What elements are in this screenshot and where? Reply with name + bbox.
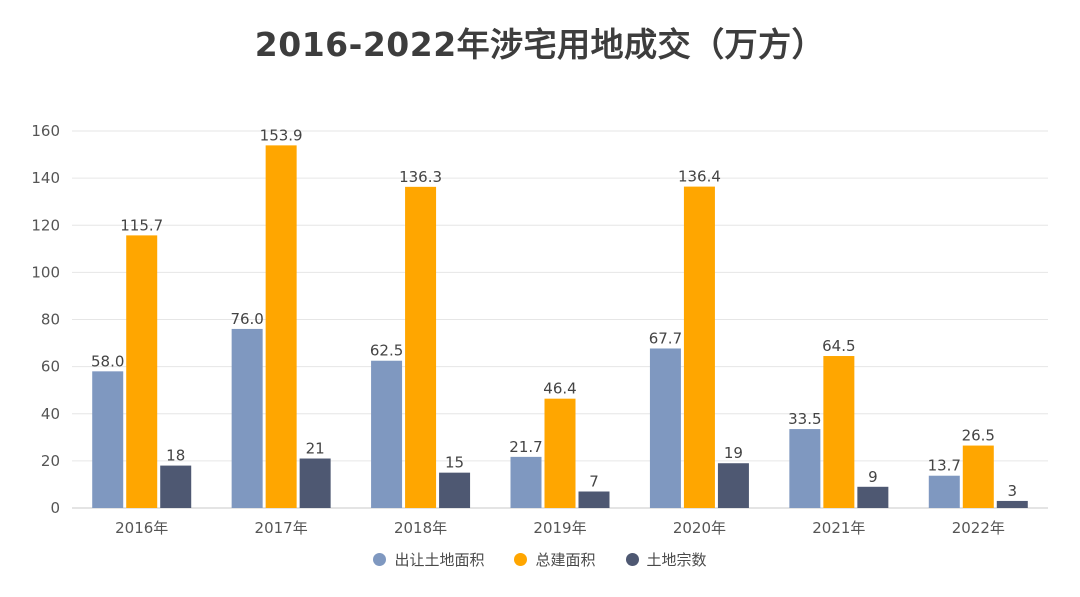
- y-tick-label: 40: [41, 405, 60, 423]
- data-label: 21: [306, 440, 325, 458]
- x-tick-label: 2021年: [812, 519, 865, 537]
- legend-item-parcel-count[interactable]: 土地宗数: [625, 549, 707, 570]
- bar-land-area[interactable]: [649, 348, 681, 508]
- x-tick-label: 2016年: [115, 519, 168, 537]
- bar-total-floor-area[interactable]: [683, 186, 715, 509]
- data-label: 136.4: [678, 168, 721, 186]
- x-tick-label: 2022年: [952, 519, 1005, 537]
- data-label: 115.7: [120, 216, 163, 234]
- x-tick-label: 2019年: [533, 519, 586, 537]
- legend-label-land-area: 出让土地面积: [394, 551, 485, 569]
- legend-label-parcel-count: 土地宗数: [646, 551, 707, 569]
- legend-item-total-floor-area[interactable]: 总建面积: [514, 549, 596, 570]
- x-tick-label: 2017年: [255, 519, 308, 537]
- y-tick-label: 120: [31, 216, 60, 234]
- bar-total-floor-area[interactable]: [265, 145, 297, 509]
- data-label: 26.5: [962, 427, 995, 445]
- bar-land-area[interactable]: [371, 360, 403, 508]
- bar-parcel-count[interactable]: [717, 463, 749, 508]
- data-label: 153.9: [260, 126, 303, 144]
- x-tick-label: 2020年: [673, 519, 726, 537]
- data-label: 7: [589, 473, 599, 491]
- chart-title: 2016-2022年涉宅用地成交（万方）: [254, 25, 826, 64]
- data-label: 9: [868, 468, 878, 486]
- bar-total-floor-area[interactable]: [823, 356, 855, 508]
- bar-total-floor-area[interactable]: [126, 235, 158, 508]
- data-label: 21.7: [509, 438, 542, 456]
- y-tick-label: 20: [41, 452, 60, 470]
- legend-marker-parcel-count: [625, 553, 639, 566]
- data-label: 136.3: [399, 168, 442, 186]
- data-label: 13.7: [928, 457, 961, 475]
- bar-parcel-count[interactable]: [299, 458, 331, 508]
- bar-total-floor-area[interactable]: [405, 186, 437, 508]
- bar-parcel-count[interactable]: [160, 465, 192, 508]
- bar-land-area[interactable]: [231, 328, 263, 508]
- legend-label-total-floor-area: 总建面积: [535, 551, 596, 569]
- legend-marker-total-floor-area: [514, 553, 528, 566]
- data-label: 3: [1008, 482, 1018, 500]
- data-label: 19: [724, 444, 743, 462]
- y-tick-label: 60: [41, 358, 60, 376]
- y-tick-label: 0: [50, 499, 60, 517]
- data-label: 15: [445, 454, 464, 472]
- bar-parcel-count[interactable]: [439, 472, 471, 508]
- data-label: 58.0: [91, 352, 124, 370]
- legend: 出让土地面积 总建面积 土地宗数: [0, 549, 1080, 570]
- bar-parcel-count[interactable]: [857, 486, 889, 508]
- bar-land-area[interactable]: [789, 429, 821, 508]
- y-tick-label: 100: [31, 263, 60, 281]
- y-tick-label: 80: [41, 311, 60, 329]
- data-label: 76.0: [230, 310, 263, 328]
- data-label: 46.4: [543, 380, 576, 398]
- data-label: 33.5: [788, 410, 821, 428]
- y-tick-label: 140: [31, 169, 60, 187]
- y-tick-label: 160: [31, 122, 60, 140]
- bar-land-area[interactable]: [928, 475, 960, 508]
- legend-marker-land-area: [373, 553, 387, 566]
- data-label: 62.5: [370, 342, 403, 360]
- data-label: 18: [166, 447, 185, 465]
- bar-parcel-count[interactable]: [578, 491, 610, 508]
- x-tick-label: 2018年: [394, 519, 447, 537]
- data-label: 67.7: [649, 329, 682, 347]
- bar-parcel-count[interactable]: [996, 500, 1028, 508]
- data-label: 64.5: [822, 337, 855, 355]
- legend-item-land-area[interactable]: 出让土地面积: [373, 549, 484, 570]
- bar-land-area[interactable]: [510, 456, 542, 508]
- bar-land-area[interactable]: [92, 371, 124, 508]
- bar-total-floor-area[interactable]: [544, 398, 576, 508]
- bar-total-floor-area[interactable]: [962, 445, 994, 508]
